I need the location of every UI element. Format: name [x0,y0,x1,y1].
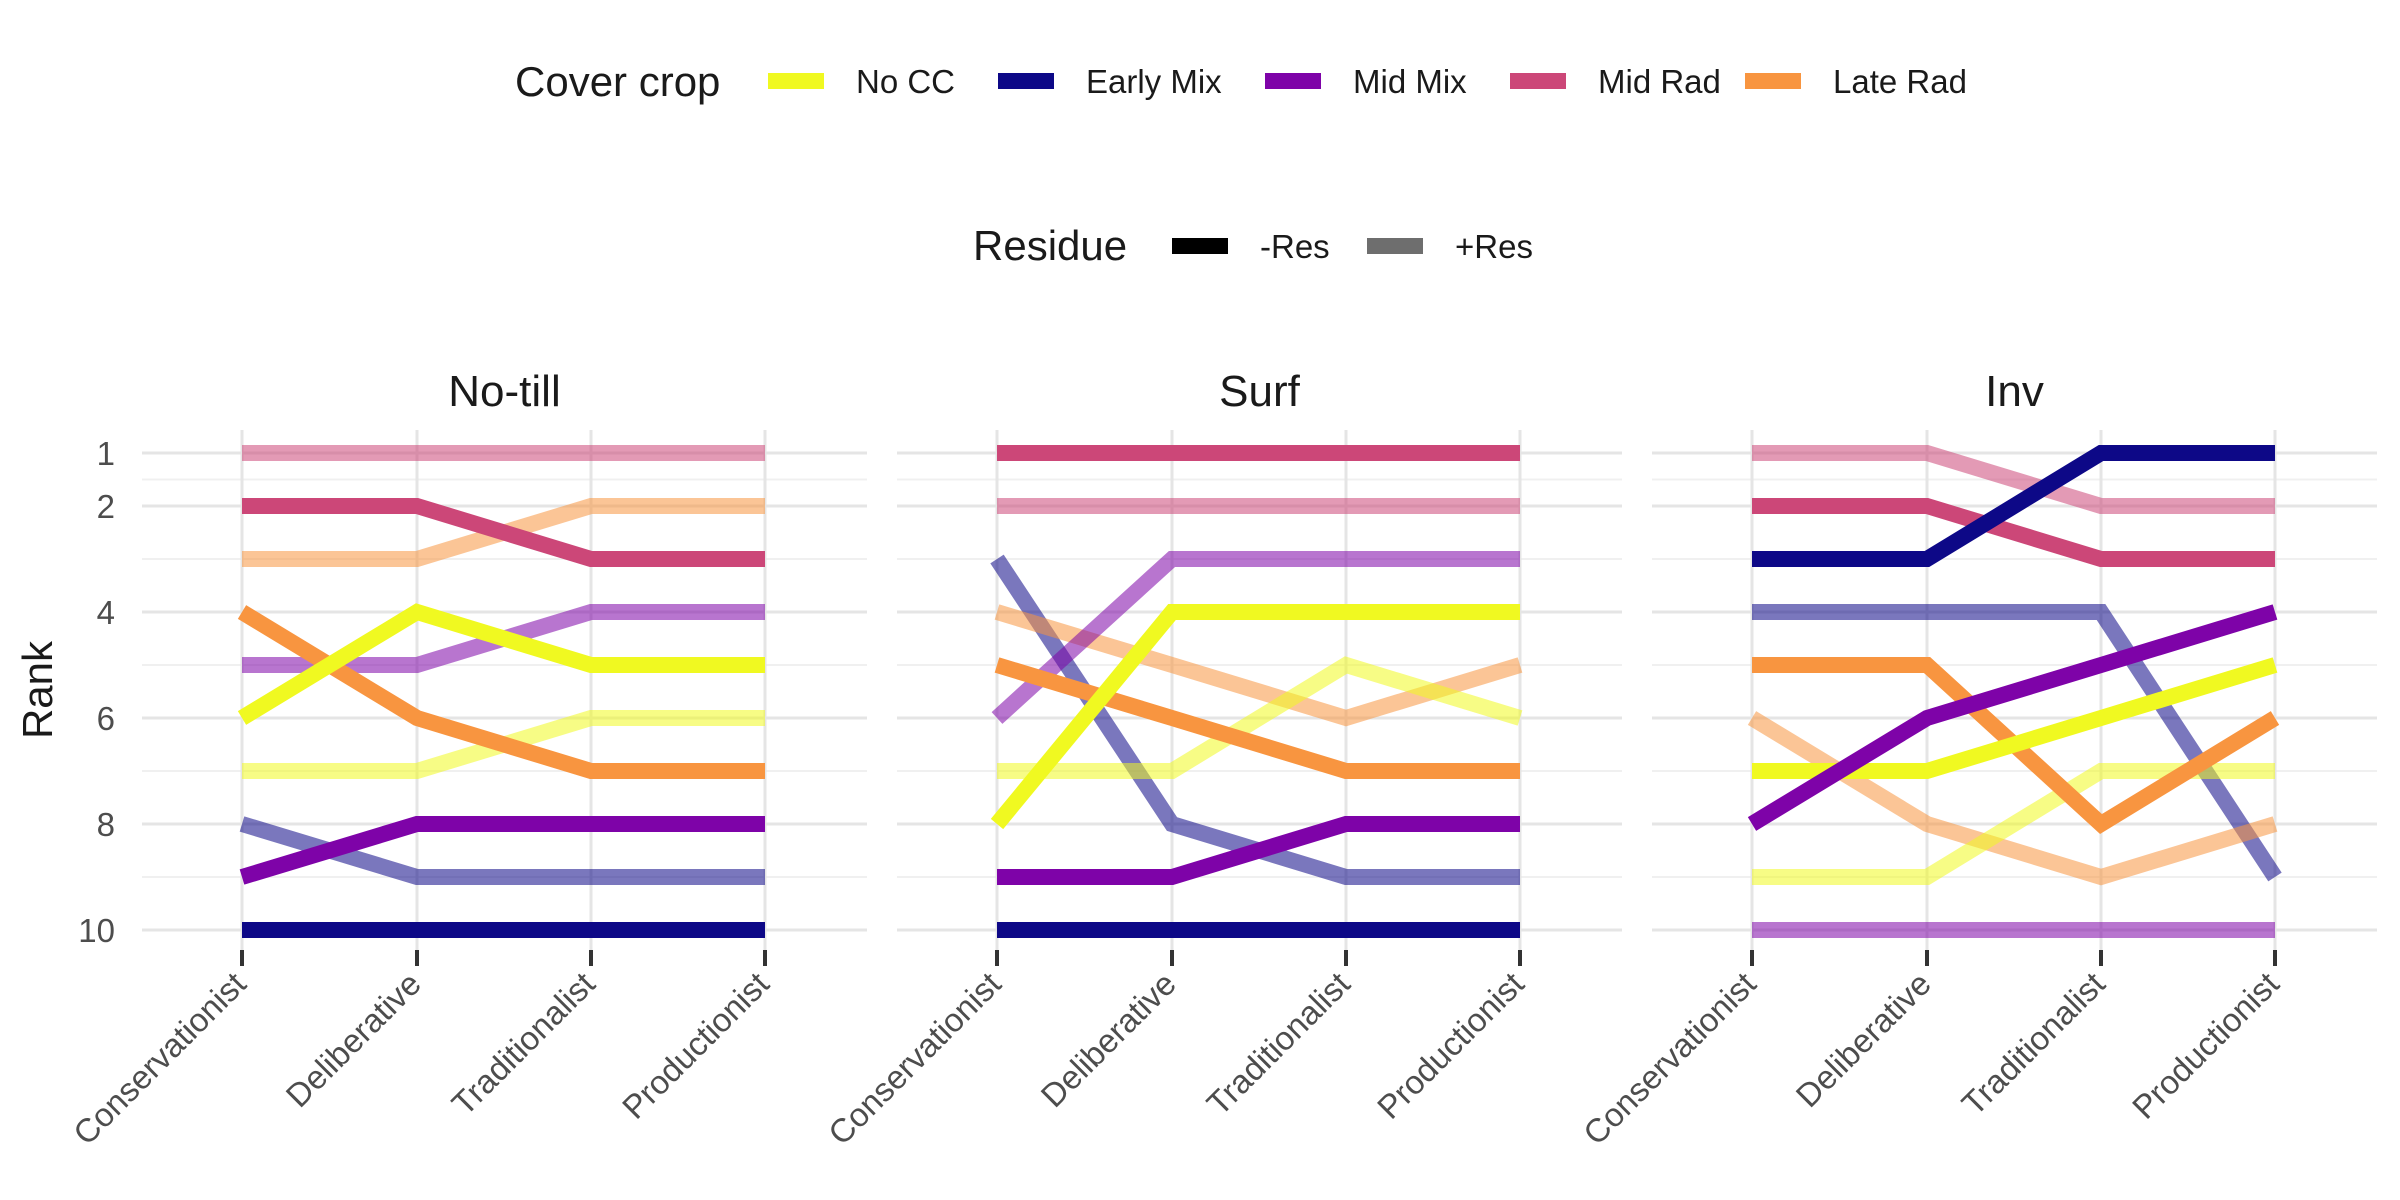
series-line-late-rad-minus-res [994,657,1520,779]
panel-surf: Surf Conservationist Deliberative Tradition… [821,367,1622,1152]
legend-label-no-cc: No CC [856,63,955,100]
x-tick-label: Productionist [1370,965,1531,1126]
x-tick-label: Traditionalist [444,965,602,1123]
panel-inv: Inv Conservationist Deliberative Traditiona… [1576,367,2377,1152]
series-line-mid-rad-minus-res [1752,498,2275,567]
x-tick-label: Conservationist [66,965,253,1152]
panel-series [990,445,1523,938]
y-axis-title: Rank [14,640,61,739]
x-tick-label: Traditionalist [1954,965,2112,1123]
series-line-mid-rad-minus-res [242,498,765,567]
panel-title-no-till: No-till [448,367,560,416]
series-line-early-mix-plus-res [1752,604,2282,882]
series-line-mid-mix-minus-res [997,816,1520,885]
legend-label-mid-mix: Mid Mix [1353,63,1467,100]
series-line-mid-rad-plus-res [1752,445,2275,514]
residue-legend: Residue -Res +Res [973,222,1533,269]
legend-label-mid-rad: Mid Rad [1598,63,1721,100]
series-line-mid-mix-minus-res [1747,604,2278,831]
x-tick-label: Conservationist [1576,965,1763,1152]
series-line-early-mix-minus-res [1752,445,2275,567]
series-line-no-cc-plus-res [997,656,1523,779]
legend-label-res: +Res [1455,228,1533,265]
x-tick-label: Productionist [615,965,776,1126]
legend-label-res: -Res [1260,228,1330,265]
panel-no-till: No-till 1 2 4 6 8 10 Conservationist Deliberativ… [66,367,867,1152]
panel-series [1747,445,2282,938]
series-line-mid-mix-minus-res [239,816,765,885]
cover-crop-legend: Cover crop No CC Early Mix Mid Mix Mid Rad L… [515,58,1967,105]
x-tick-label: Deliberative [1789,965,1938,1114]
panel-series [237,445,765,938]
series-line-mid-mix-plus-res [991,551,1520,724]
y-tick-label: 8 [97,806,115,843]
y-tick-label: 2 [97,488,115,525]
x-tick-label: Productionist [2125,965,2286,1126]
series-line-no-cc-minus-res [990,604,1520,830]
x-tick-label: Deliberative [279,965,428,1114]
x-tick-label: Traditionalist [1199,965,1357,1123]
panel-title-surf: Surf [1219,367,1300,416]
cover-crop-legend-title: Cover crop [515,58,720,105]
y-tick-label: 10 [78,912,115,949]
x-tick-label: Deliberative [1034,965,1183,1114]
y-tick-label: 4 [97,594,115,631]
panel-title-inv: Inv [1985,367,2044,416]
x-tick-label: Conservationist [821,965,1008,1152]
residue-legend-title: Residue [973,222,1127,269]
legend-label-early-mix: Early Mix [1086,63,1222,100]
y-tick-label: 1 [97,435,115,472]
legend-label-late-rad: Late Rad [1833,63,1967,100]
series-line-no-cc-minus-res [237,603,765,725]
y-tick-label: 6 [97,700,115,737]
